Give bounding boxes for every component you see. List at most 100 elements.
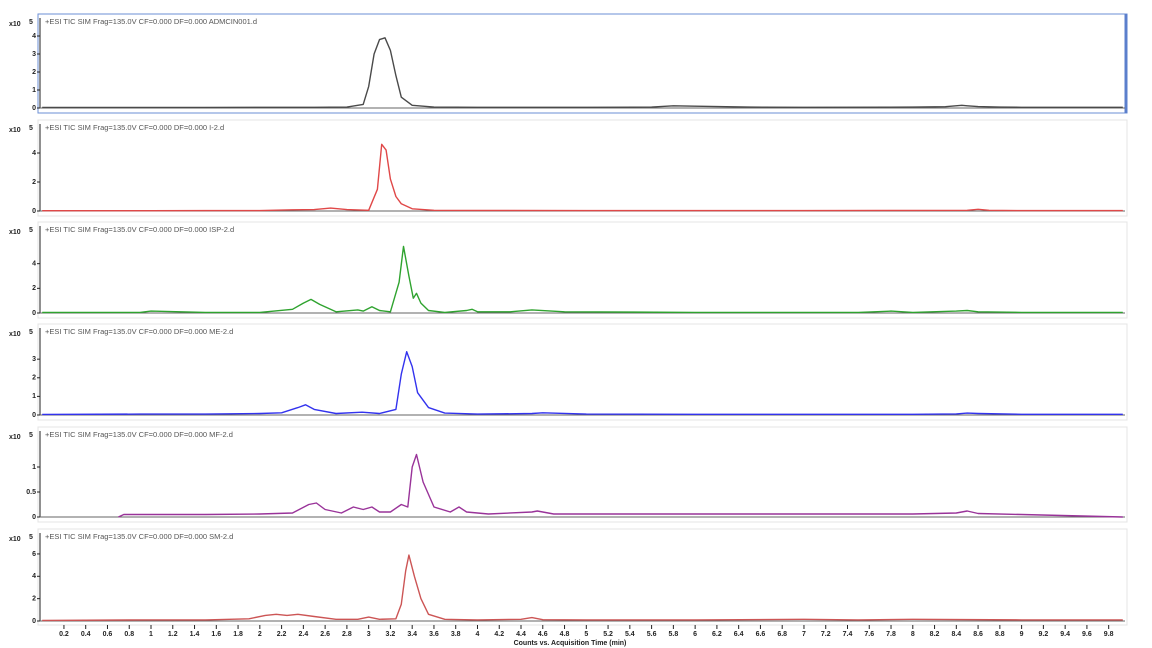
y-axis-label: x10: [9, 229, 21, 236]
x-tick-label: 3.6: [429, 631, 439, 638]
y-tick-label: 0: [32, 208, 36, 215]
x-tick-label: 0.2: [59, 631, 69, 638]
y-tick-label: 2: [32, 69, 36, 76]
panel-frame: [37, 119, 1128, 217]
x-tick-label: 4: [476, 631, 480, 638]
y-tick-label: 6: [32, 551, 36, 558]
x-tick-label: 3: [367, 631, 371, 638]
x-tick-label: 8.6: [973, 631, 983, 638]
y-axis-label-exponent: 5: [29, 329, 33, 336]
signal-trace: [42, 351, 1123, 416]
x-axis-label: Counts vs. Acquisition Time (min): [514, 640, 627, 647]
y-tick-label: 3: [32, 356, 36, 363]
x-tick-label: 7.6: [864, 631, 874, 638]
y-tick-label: 2: [32, 595, 36, 602]
x-tick-label: 4.6: [538, 631, 548, 638]
y-axis-label: x10: [9, 127, 21, 134]
x-tick-label: 4.8: [560, 631, 570, 638]
x-tick-label: 1.6: [211, 631, 221, 638]
x-tick-label: 6: [693, 631, 697, 638]
signal-trace: [42, 143, 1123, 212]
y-tick-label: 0.5: [26, 489, 36, 496]
x-tick-label: 0.4: [81, 631, 91, 638]
x-tick-label: 1.4: [190, 631, 200, 638]
y-tick-label: 4: [32, 261, 36, 268]
x-tick-label: 9.4: [1060, 631, 1070, 638]
y-tick-label: 0: [32, 310, 36, 317]
x-tick-label: 1.2: [168, 631, 178, 638]
panel-frame: [37, 528, 1128, 626]
panel-title: +ESI TIC SIM Frag=135.0V CF=0.000 DF=0.0…: [45, 327, 233, 336]
x-tick-label: 2: [258, 631, 262, 638]
panel-frame: [37, 426, 1128, 523]
y-tick-label: 1: [32, 464, 36, 471]
y-axis-label-exponent: 5: [29, 19, 33, 26]
signal-trace: [118, 453, 1123, 518]
x-tick-label: 6.4: [734, 631, 744, 638]
x-tick-label: 2.4: [298, 631, 308, 638]
y-axis-label: x10: [9, 434, 21, 441]
x-tick-label: 9: [1020, 631, 1024, 638]
y-tick-label: 1: [32, 393, 36, 400]
panel-title: +ESI TIC SIM Frag=135.0V CF=0.000 DF=0.0…: [45, 123, 224, 132]
x-tick-label: 9.6: [1082, 631, 1092, 638]
x-tick-label: 3.2: [386, 631, 396, 638]
panel-frame: [37, 221, 1128, 319]
y-tick-label: 0: [32, 618, 36, 625]
x-tick-label: 5: [584, 631, 588, 638]
y-tick-label: 0: [32, 514, 36, 521]
x-tick-label: 8.2: [930, 631, 940, 638]
y-tick-label: 2: [32, 285, 36, 292]
x-tick-label: 7.8: [886, 631, 896, 638]
y-tick-label: 4: [32, 573, 36, 580]
signal-trace: [42, 37, 1123, 109]
panel-title: +ESI TIC SIM Frag=135.0V CF=0.000 DF=0.0…: [45, 225, 234, 234]
y-axis-label-exponent: 5: [29, 534, 33, 541]
x-tick-label: 6.2: [712, 631, 722, 638]
x-tick-label: 7.4: [843, 631, 853, 638]
y-axis-label: x10: [9, 331, 21, 338]
x-tick-label: 3.8: [451, 631, 461, 638]
panel-frame: [37, 13, 1128, 114]
y-tick-label: 4: [32, 33, 36, 40]
x-tick-label: 4.4: [516, 631, 526, 638]
y-axis-label-exponent: 5: [29, 432, 33, 439]
x-tick-label: 5.4: [625, 631, 635, 638]
y-tick-label: 0: [32, 105, 36, 112]
panel-title: +ESI TIC SIM Frag=135.0V CF=0.000 DF=0.0…: [45, 532, 233, 541]
x-tick-label: 9.8: [1104, 631, 1114, 638]
x-tick-label: 9.2: [1039, 631, 1049, 638]
x-tick-label: 0.6: [103, 631, 113, 638]
y-axis-label-exponent: 5: [29, 125, 33, 132]
x-tick-label: 2.8: [342, 631, 352, 638]
y-tick-label: 2: [32, 179, 36, 186]
panel-title: +ESI TIC SIM Frag=135.0V CF=0.000 DF=0.0…: [45, 430, 233, 439]
signal-trace: [42, 554, 1123, 622]
y-axis-label-exponent: 5: [29, 227, 33, 234]
x-tick-label: 8.4: [951, 631, 961, 638]
y-tick-label: 4: [32, 150, 36, 157]
y-tick-label: 1: [32, 87, 36, 94]
x-tick-label: 1.8: [233, 631, 243, 638]
x-tick-label: 5.8: [669, 631, 679, 638]
x-tick-label: 8: [911, 631, 915, 638]
panel-title: +ESI TIC SIM Frag=135.0V CF=0.000 DF=0.0…: [45, 17, 257, 26]
x-tick-label: 4.2: [494, 631, 504, 638]
x-tick-label: 5.2: [603, 631, 613, 638]
x-tick-label: 5.6: [647, 631, 657, 638]
x-tick-label: 2.2: [277, 631, 287, 638]
x-tick-label: 6.6: [756, 631, 766, 638]
y-tick-label: 0: [32, 412, 36, 419]
x-tick-label: 8.8: [995, 631, 1005, 638]
y-tick-label: 2: [32, 375, 36, 382]
x-tick-label: 0.8: [124, 631, 134, 638]
y-axis-label: x10: [9, 21, 21, 28]
x-tick-label: 1: [149, 631, 153, 638]
y-axis-label: x10: [9, 536, 21, 543]
y-tick-label: 3: [32, 51, 36, 58]
x-tick-label: 3.4: [407, 631, 417, 638]
x-tick-label: 6.8: [777, 631, 787, 638]
signal-trace: [42, 245, 1123, 314]
x-tick-label: 2.6: [320, 631, 330, 638]
